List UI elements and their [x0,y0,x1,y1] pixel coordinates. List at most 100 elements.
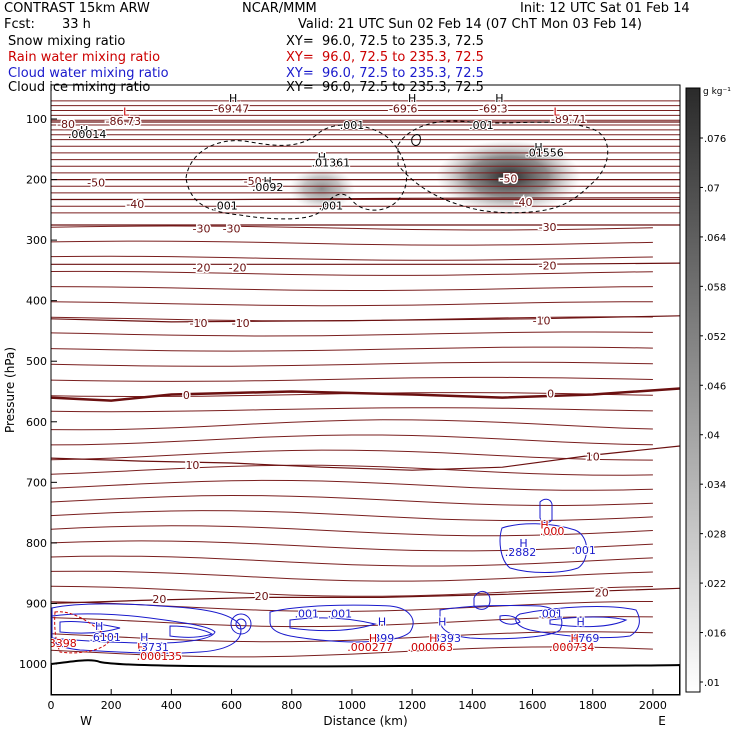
temperature-contour--20 [51,262,680,265]
x-tick-label: 800 [281,699,302,712]
colorbar-unit: g kg⁻¹ [703,87,731,97]
contour-extremum-label: H [229,92,237,105]
temperature-contour-line [51,540,653,552]
temperature-label: -20 [192,261,210,274]
x-tick-label: 1200 [398,699,426,712]
x-tick-label: 1000 [338,699,366,712]
temperature-label: -10 [189,317,207,330]
temperature-contour-line [51,286,653,291]
contour-extremum-label: L [123,106,130,119]
temperature-contour-line [51,301,653,307]
contour-extremum-label: .001 [328,608,353,621]
x-tick-label: 0 [48,699,55,712]
contour-extremum-label: H [495,92,503,105]
x-tick-label: 400 [161,699,182,712]
cloud-water-contour [51,613,216,644]
temperature-label: -50 [87,177,105,190]
contour-extremum-label: .2882 [505,546,537,559]
snow-shading-blob [436,140,581,213]
field-snow-xy: XY= 96.0, 72.5 to 235.3, 72.5 [286,34,484,49]
y-tick-label: 700 [26,476,47,489]
contour-extremum-label: H [378,616,386,629]
valid-time: Valid: 21 UTC Sun 02 Feb 14 (07 ChT Mon … [298,17,642,32]
contour-extremum-label: H [571,632,579,645]
x-axis-label: Distance (km) [323,714,407,728]
x-tick-label: 1600 [519,699,547,712]
y-tick-label: 100 [26,113,47,126]
y-tick-label: 800 [26,537,47,550]
temperature-contour-line [51,419,653,431]
temperature-label: -50 [499,172,517,185]
temperature-label: -69.47 [214,103,249,116]
contour-extremum-label: .001 [571,544,596,557]
contour-decor [51,120,680,695]
contour-extremum-label: H [534,141,542,154]
temperature-contour-line [51,434,653,446]
temperature-contour-line [51,646,653,658]
temperature-label: -20 [229,261,247,274]
contour-extremum-label: .000063 [407,641,453,654]
temperature-label: -89.71 [551,113,586,126]
init-time: Init: 12 UTC Sat 01 Feb 14 [520,1,690,16]
contour-extremum-label: .00014 [68,128,107,141]
temperature-contour-line [51,510,653,522]
temperature-label: 0 [547,387,554,400]
colorbar-label: .07 [704,183,720,194]
contour-extremum-label: .3393 [430,632,462,645]
contour-labels: -80 -69.47 -69.6 -69.3 -86.73 -89.71 -50 -50 -50… [51,91,610,664]
cloud-ice-contour [411,134,421,146]
contour-extremum-label: .000734 [549,641,595,654]
fcst-value: 33 h [62,17,91,32]
temperature-contour-line [51,240,653,246]
contour-extremum-label: H [438,616,446,629]
contour-extremum-label: H [577,616,585,629]
center-name: NCAR/MMM [242,1,317,16]
temperature-label: -69.3 [479,103,507,116]
temperature-label: 10 [185,459,199,472]
temperature-label: 0 [183,389,190,402]
model-title: CONTRAST 15km ARW [4,1,150,16]
cloud-water-contour [59,621,121,634]
cloud-ice-contour [185,124,408,220]
colorbar-label: .052 [704,332,726,343]
contour-extremum-label: L [554,106,561,119]
temperature-label: 20 [595,587,609,600]
temperature-contour-line [51,346,653,352]
temperature-contour-line [51,479,653,491]
cloud-water-contour [515,606,640,639]
contour-extremum-label: H [408,92,416,105]
contour-extremum-label: H [519,537,527,550]
field-rain: Rain water mixing ratio [8,50,161,65]
temperature-contour-line [51,631,653,643]
temperature-contour-line [51,255,653,261]
west-label: W [80,714,92,728]
contour-extremum-label: .01361 [312,157,351,170]
temperature-contour-line [51,449,653,461]
temperature-label: -40 [126,198,144,211]
temperature-label: -20 [539,260,557,273]
temperature-label: 10 [586,450,600,463]
contour-extremum-label: .000277 [347,641,393,654]
temperature-label: 20 [255,590,269,603]
contour-extremum-label: .001 [213,200,238,213]
temperature-contour-line [51,525,653,537]
contour-extremum-label: .001 [538,608,563,621]
plot-frame [50,84,681,696]
contour-extremum-label: .4769 [568,632,600,645]
cloud-water-contour [230,613,252,635]
contour-extremum-label: H [140,631,148,644]
temperature-contour-line [51,376,653,382]
cloud-water-contour [539,498,553,524]
temperature-contour-line [51,407,653,413]
temperature-label: -30 [223,223,241,236]
axes: 0 200 400 600 800 1000 1200 1400 1600 1800 2000100… [3,84,681,728]
temperature-label: -50 [244,175,262,188]
cloud-water-contour [169,625,214,638]
temperature-label: -10 [232,317,250,330]
temperature-contour-line [51,361,653,367]
temperature-contour-line [51,225,653,231]
x-tick-label: 2000 [639,699,667,712]
temperature-contour--40 [51,197,680,201]
x-tick-label: 1400 [458,699,486,712]
